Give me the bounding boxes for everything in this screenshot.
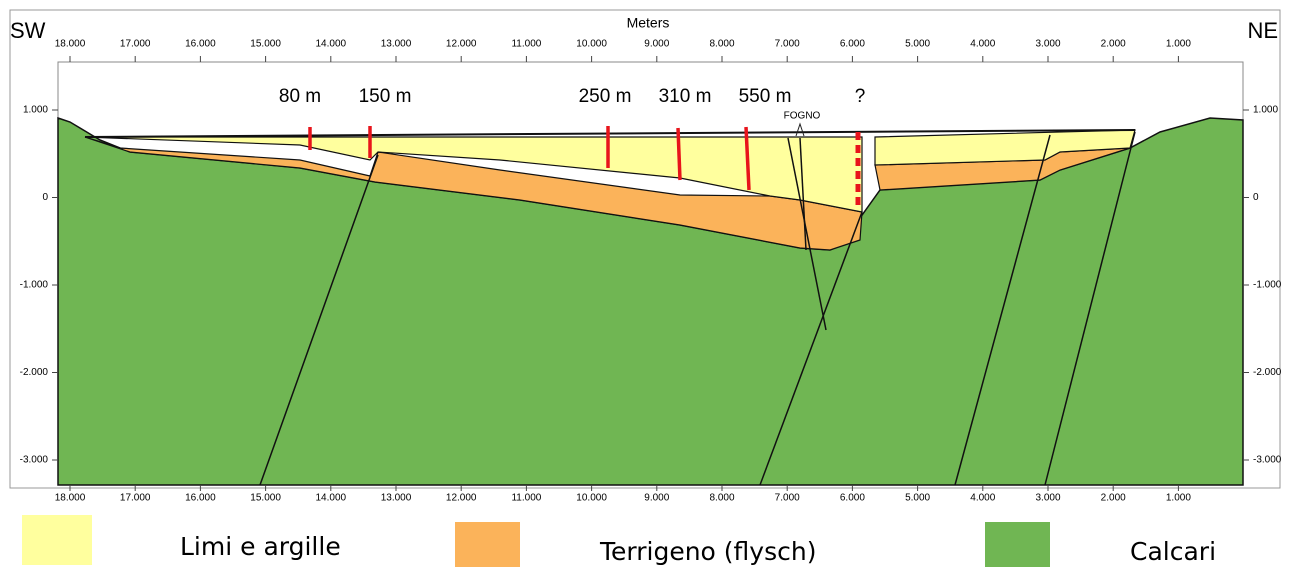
x-tick-label: 11.000: [511, 39, 541, 50]
x-tick-label: 17.000: [120, 39, 151, 50]
x-tick-label: 1.000: [1166, 493, 1191, 504]
x-tick-label: 10.000: [576, 493, 607, 504]
x-tick-label: 14.000: [316, 39, 347, 50]
cross-section: FOGNO SW NE Meters 18.000 18.000 17.000 17.…: [0, 0, 1289, 569]
axis-title: Meters: [627, 15, 670, 31]
y-tick-label: 0: [1253, 192, 1259, 203]
y-tick-label: -2.000: [20, 367, 49, 378]
x-tick-label: 14.000: [316, 493, 347, 504]
x-tick-label: 5.000: [905, 493, 930, 504]
well-label: 250 m: [579, 86, 632, 107]
x-tick-label: 8.000: [709, 39, 734, 50]
legend-label: Terrigeno (flysch): [599, 537, 816, 566]
x-tick-label: 5.000: [905, 39, 930, 50]
x-tick-label: 13.000: [381, 39, 412, 50]
x-tick-label: 16.000: [185, 493, 216, 504]
x-tick-label: 11.000: [511, 493, 541, 504]
x-tick-label: 9.000: [644, 39, 669, 50]
x-tick-label: 6.000: [840, 493, 865, 504]
x-tick-label: 13.000: [381, 493, 412, 504]
legend-label: Calcari: [1130, 537, 1216, 566]
x-tick-label: 3.000: [1035, 39, 1060, 50]
legend-swatch: [455, 522, 520, 567]
legend-swatch: [22, 515, 92, 565]
x-tick-label: 8.000: [709, 493, 734, 504]
well-label: ?: [855, 86, 866, 107]
x-tick-label: 7.000: [775, 39, 800, 50]
legend-label: Limi e argille: [180, 532, 341, 561]
x-tick-label: 2.000: [1101, 493, 1126, 504]
direction-left: SW: [10, 18, 46, 43]
x-tick-label: 10.000: [576, 39, 607, 50]
y-tick-label: 0: [42, 192, 48, 203]
x-tick-label: 1.000: [1166, 39, 1191, 50]
x-tick-label: 9.000: [644, 493, 669, 504]
legend-swatch: [985, 522, 1050, 567]
y-tick-label: -1.000: [1253, 280, 1282, 291]
x-tick-label: 6.000: [840, 39, 865, 50]
x-tick-label: 15.000: [250, 493, 281, 504]
x-tick-label: 3.000: [1035, 493, 1060, 504]
well: [678, 128, 680, 180]
annotation: FOGNO: [784, 111, 821, 122]
x-tick-label: 17.000: [120, 493, 151, 504]
y-tick-label: -3.000: [20, 455, 49, 466]
x-tick-label: 4.000: [970, 39, 995, 50]
well-label: 80 m: [279, 86, 321, 107]
x-tick-label: 16.000: [185, 39, 216, 50]
x-tick-label: 2.000: [1101, 39, 1126, 50]
x-tick-label: 7.000: [775, 493, 800, 504]
y-tick-label: -2.000: [1253, 367, 1282, 378]
direction-right: NE: [1247, 18, 1278, 43]
well-label: 150 m: [359, 86, 412, 107]
y-tick-label: -3.000: [1253, 455, 1282, 466]
y-tick-label: 1.000: [23, 105, 48, 116]
y-tick-label: -1.000: [20, 280, 49, 291]
well-label: 310 m: [659, 86, 712, 107]
x-tick-label: 12.000: [446, 39, 477, 50]
x-tick-label: 18.000: [55, 493, 86, 504]
x-tick-label: 15.000: [250, 39, 281, 50]
x-tick-label: 4.000: [970, 493, 995, 504]
x-tick-label: 18.000: [55, 39, 86, 50]
x-tick-label: 12.000: [446, 493, 477, 504]
y-tick-label: 1.000: [1253, 105, 1278, 116]
well-label: 550 m: [739, 86, 792, 107]
